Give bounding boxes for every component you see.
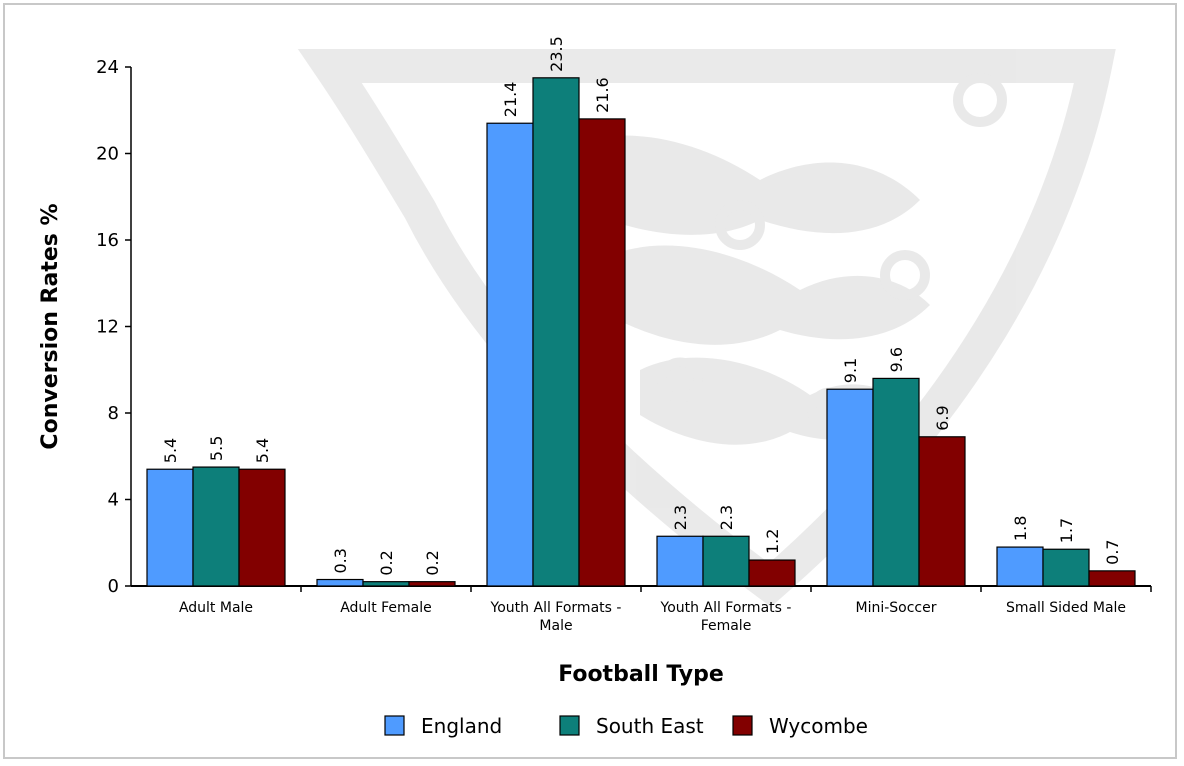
x-tick-label: Adult Female [340,600,432,616]
y-tick-label: 16 [96,230,119,251]
data-label: 23.5 [547,36,566,72]
data-label: 5.5 [207,436,226,461]
data-label: 0.7 [1103,539,1122,564]
legend-swatch-wycombe [732,715,753,736]
legend-label: Wycombe [769,714,868,738]
data-label: 5.4 [161,438,180,463]
bar-wycombe [408,581,456,587]
data-label: 0.2 [423,550,442,575]
y-tick-label: 12 [96,317,119,338]
data-label: 6.9 [933,405,952,430]
crest-watermark [297,49,1116,607]
bar-wycombe [578,118,626,587]
y-axis-title: Conversion Rates % [38,203,63,449]
data-label: 9.1 [841,358,860,383]
x-tick-label: Mini-Soccer [856,600,937,616]
y-tick-label: 0 [108,576,119,597]
legend-label: England [421,714,502,738]
bar-wycombe [918,436,966,587]
x-axis-title: Football Type [558,662,724,687]
bar-england [486,122,534,587]
x-tick-label: Small Sided Male [1006,600,1126,616]
x-tick-label: Female [701,618,752,634]
data-label: 0.2 [377,550,396,575]
data-label: 1.2 [763,529,782,554]
legend: England South East Wycombe [384,714,868,738]
plot-area: 0 4 8 12 16 20 24 Conversion Rates % 5.4 5.5 5.4 Ad… [38,36,1152,687]
data-label: 21.6 [593,77,612,113]
bar-england [316,578,364,587]
x-tick-label: Youth All Formats - [660,600,792,616]
data-label: 9.6 [887,347,906,372]
bar-south-east [362,581,410,587]
y-tick-label: 8 [108,403,119,424]
bar-england [656,535,704,587]
y-tick-label: 4 [108,490,119,511]
bar-england [996,546,1044,587]
y-tick-label: 20 [96,144,119,165]
data-label: 2.3 [671,505,690,530]
data-label: 1.8 [1011,516,1030,541]
data-label: 21.4 [501,82,520,118]
data-label: 1.7 [1057,518,1076,543]
bar-south-east [192,466,240,587]
bar-wycombe [238,468,286,587]
x-tick-label: Youth All Formats - [490,600,622,616]
bar-wycombe [748,559,796,587]
data-label: 5.4 [253,438,272,463]
bar-wycombe [1088,570,1136,587]
data-label: 0.3 [331,548,350,573]
bar-england [146,468,194,587]
bar-south-east [702,535,750,587]
bar-south-east [532,77,580,587]
x-tick-label: Adult Male [179,600,253,616]
bar-south-east [1042,548,1090,587]
x-tick-label: Male [539,618,572,634]
y-tick-label: 24 [96,57,119,78]
legend-label: South East [596,714,704,738]
legend-swatch-england [384,715,405,736]
data-label: 2.3 [717,505,736,530]
bar-england [826,388,874,587]
legend-swatch-south-east [559,715,580,736]
bar-south-east [872,377,920,587]
